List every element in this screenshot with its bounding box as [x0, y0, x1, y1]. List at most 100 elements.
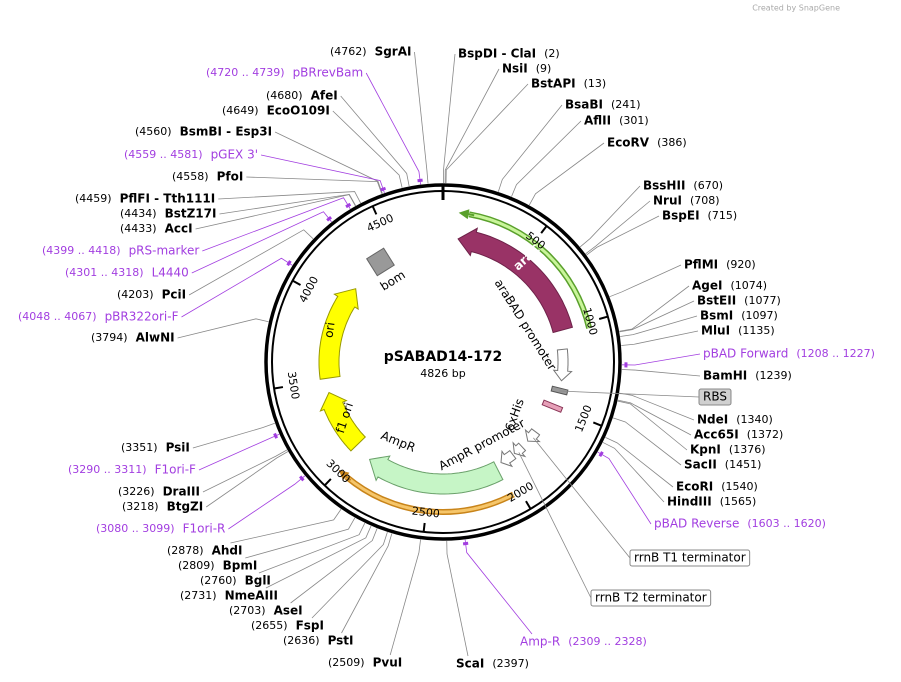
leader-line [621, 330, 699, 346]
feature-6xhis [541, 399, 564, 413]
primer-arrow [458, 209, 475, 220]
leader-line [586, 215, 660, 256]
feature-ampr [368, 455, 504, 495]
leader-line [177, 318, 269, 339]
leader-line [290, 528, 378, 604]
plasmid-length: 4826 bp [420, 367, 465, 380]
leader-line [585, 200, 651, 255]
leader-line [533, 437, 631, 559]
plasmid-name: pSABAD14-172 [384, 349, 503, 365]
enzyme-position: (1074) [730, 279, 767, 292]
credit: Created by SnapGene [752, 4, 840, 13]
enzyme-position: (1372) [747, 428, 784, 441]
leader-line [602, 442, 665, 503]
enzyme-position: (4434) [120, 207, 157, 220]
ruler-label: 1500 [572, 403, 595, 434]
enzyme-position: (301) [619, 114, 649, 127]
primer-site [326, 216, 333, 222]
primer-site [380, 186, 387, 192]
primer-name: pGEX 3' [211, 148, 258, 162]
ruler-tick [422, 522, 426, 533]
enzyme-position: (4459) [75, 192, 112, 205]
enzyme-name: PfoI [217, 170, 244, 184]
feature-bom [366, 247, 395, 277]
ruler-tick [273, 386, 284, 390]
ruler-label: 2500 [411, 504, 440, 520]
enzyme-name: PstI [328, 634, 354, 648]
enzyme-position: (9) [536, 62, 552, 75]
leader-line [617, 399, 692, 436]
leader-line [246, 176, 383, 194]
ruler-tick [292, 279, 301, 286]
enzyme-position: (4649) [222, 104, 259, 117]
enzyme-name: NsiI [502, 62, 528, 76]
primer-position: (2309 .. 2328) [568, 635, 647, 648]
enzyme-position: (1340) [736, 413, 773, 426]
enzyme-position: (3351) [121, 441, 158, 454]
leader-line [219, 193, 357, 215]
ruler-label: 3500 [285, 371, 302, 401]
feature-rbs [550, 385, 569, 396]
feature-ampr-promoter [500, 449, 517, 468]
enzyme-position: (4203) [117, 288, 154, 301]
primer-position: (1603 .. 1620) [747, 517, 826, 530]
leader-line [192, 422, 275, 449]
ruler-label: 2000 [505, 479, 536, 505]
leader-line [609, 264, 682, 298]
enzyme-position: (715) [708, 209, 738, 222]
leader-line [619, 300, 695, 333]
feature-label: AmpR [379, 428, 417, 454]
enzyme-name: AflII [584, 114, 611, 128]
enzyme-position: (2) [544, 47, 560, 60]
ruler-label: 1000 [580, 306, 600, 336]
enzyme-name: ScaI [456, 657, 484, 671]
leader-line [446, 540, 469, 657]
enzyme-name: EcoO109I [267, 104, 330, 118]
primer-name: Amp-R [520, 635, 560, 649]
enzyme-name: BsaBI [565, 98, 603, 112]
ruler-label: 4500 [365, 211, 396, 234]
feature-label: RBS [703, 390, 727, 404]
leader-line [260, 154, 385, 193]
enzyme-name: SacII [684, 458, 717, 472]
feature-arac [457, 227, 574, 334]
leader-line [245, 517, 356, 559]
enzyme-name: BsmBI - Esp3I [180, 125, 272, 139]
enzyme-position: (2703) [229, 604, 266, 617]
leader-line [497, 104, 563, 192]
leader-line [444, 68, 500, 184]
enzyme-name: HindIII [667, 495, 712, 509]
enzyme-name: BpmI [223, 559, 258, 573]
leader-line [230, 508, 342, 544]
leader-line [265, 525, 372, 589]
primer-site [462, 541, 469, 546]
leader-line [605, 437, 674, 488]
leader-line [617, 400, 688, 451]
primer-site [273, 432, 278, 439]
leader-line [464, 539, 533, 635]
enzyme-name: BtgZI [167, 500, 204, 514]
primer-arrow [338, 469, 352, 481]
leader-line [341, 533, 393, 634]
enzyme-position: (4560) [135, 125, 172, 138]
enzyme-position: (2760) [200, 574, 237, 587]
enzyme-position: (1239) [755, 369, 792, 382]
primer-site [345, 202, 352, 209]
feature-ori [318, 288, 359, 380]
leader-line [559, 390, 700, 398]
leader-line [528, 142, 605, 206]
leader-line [414, 51, 429, 184]
leader-line [258, 522, 366, 574]
leader-line [274, 131, 383, 194]
feature-terminator [524, 428, 541, 443]
enzyme-name: BstEII [697, 294, 736, 308]
primer-site [286, 260, 292, 267]
ruler-tick [598, 315, 609, 320]
enzyme-name: FspI [296, 619, 324, 633]
enzyme-position: (3226) [118, 485, 155, 498]
enzyme-position: (4558) [172, 170, 209, 183]
enzyme-name: AccI [165, 222, 193, 236]
primer-arc [345, 475, 515, 514]
ruler-tick [592, 421, 603, 427]
leader-line [389, 539, 421, 656]
